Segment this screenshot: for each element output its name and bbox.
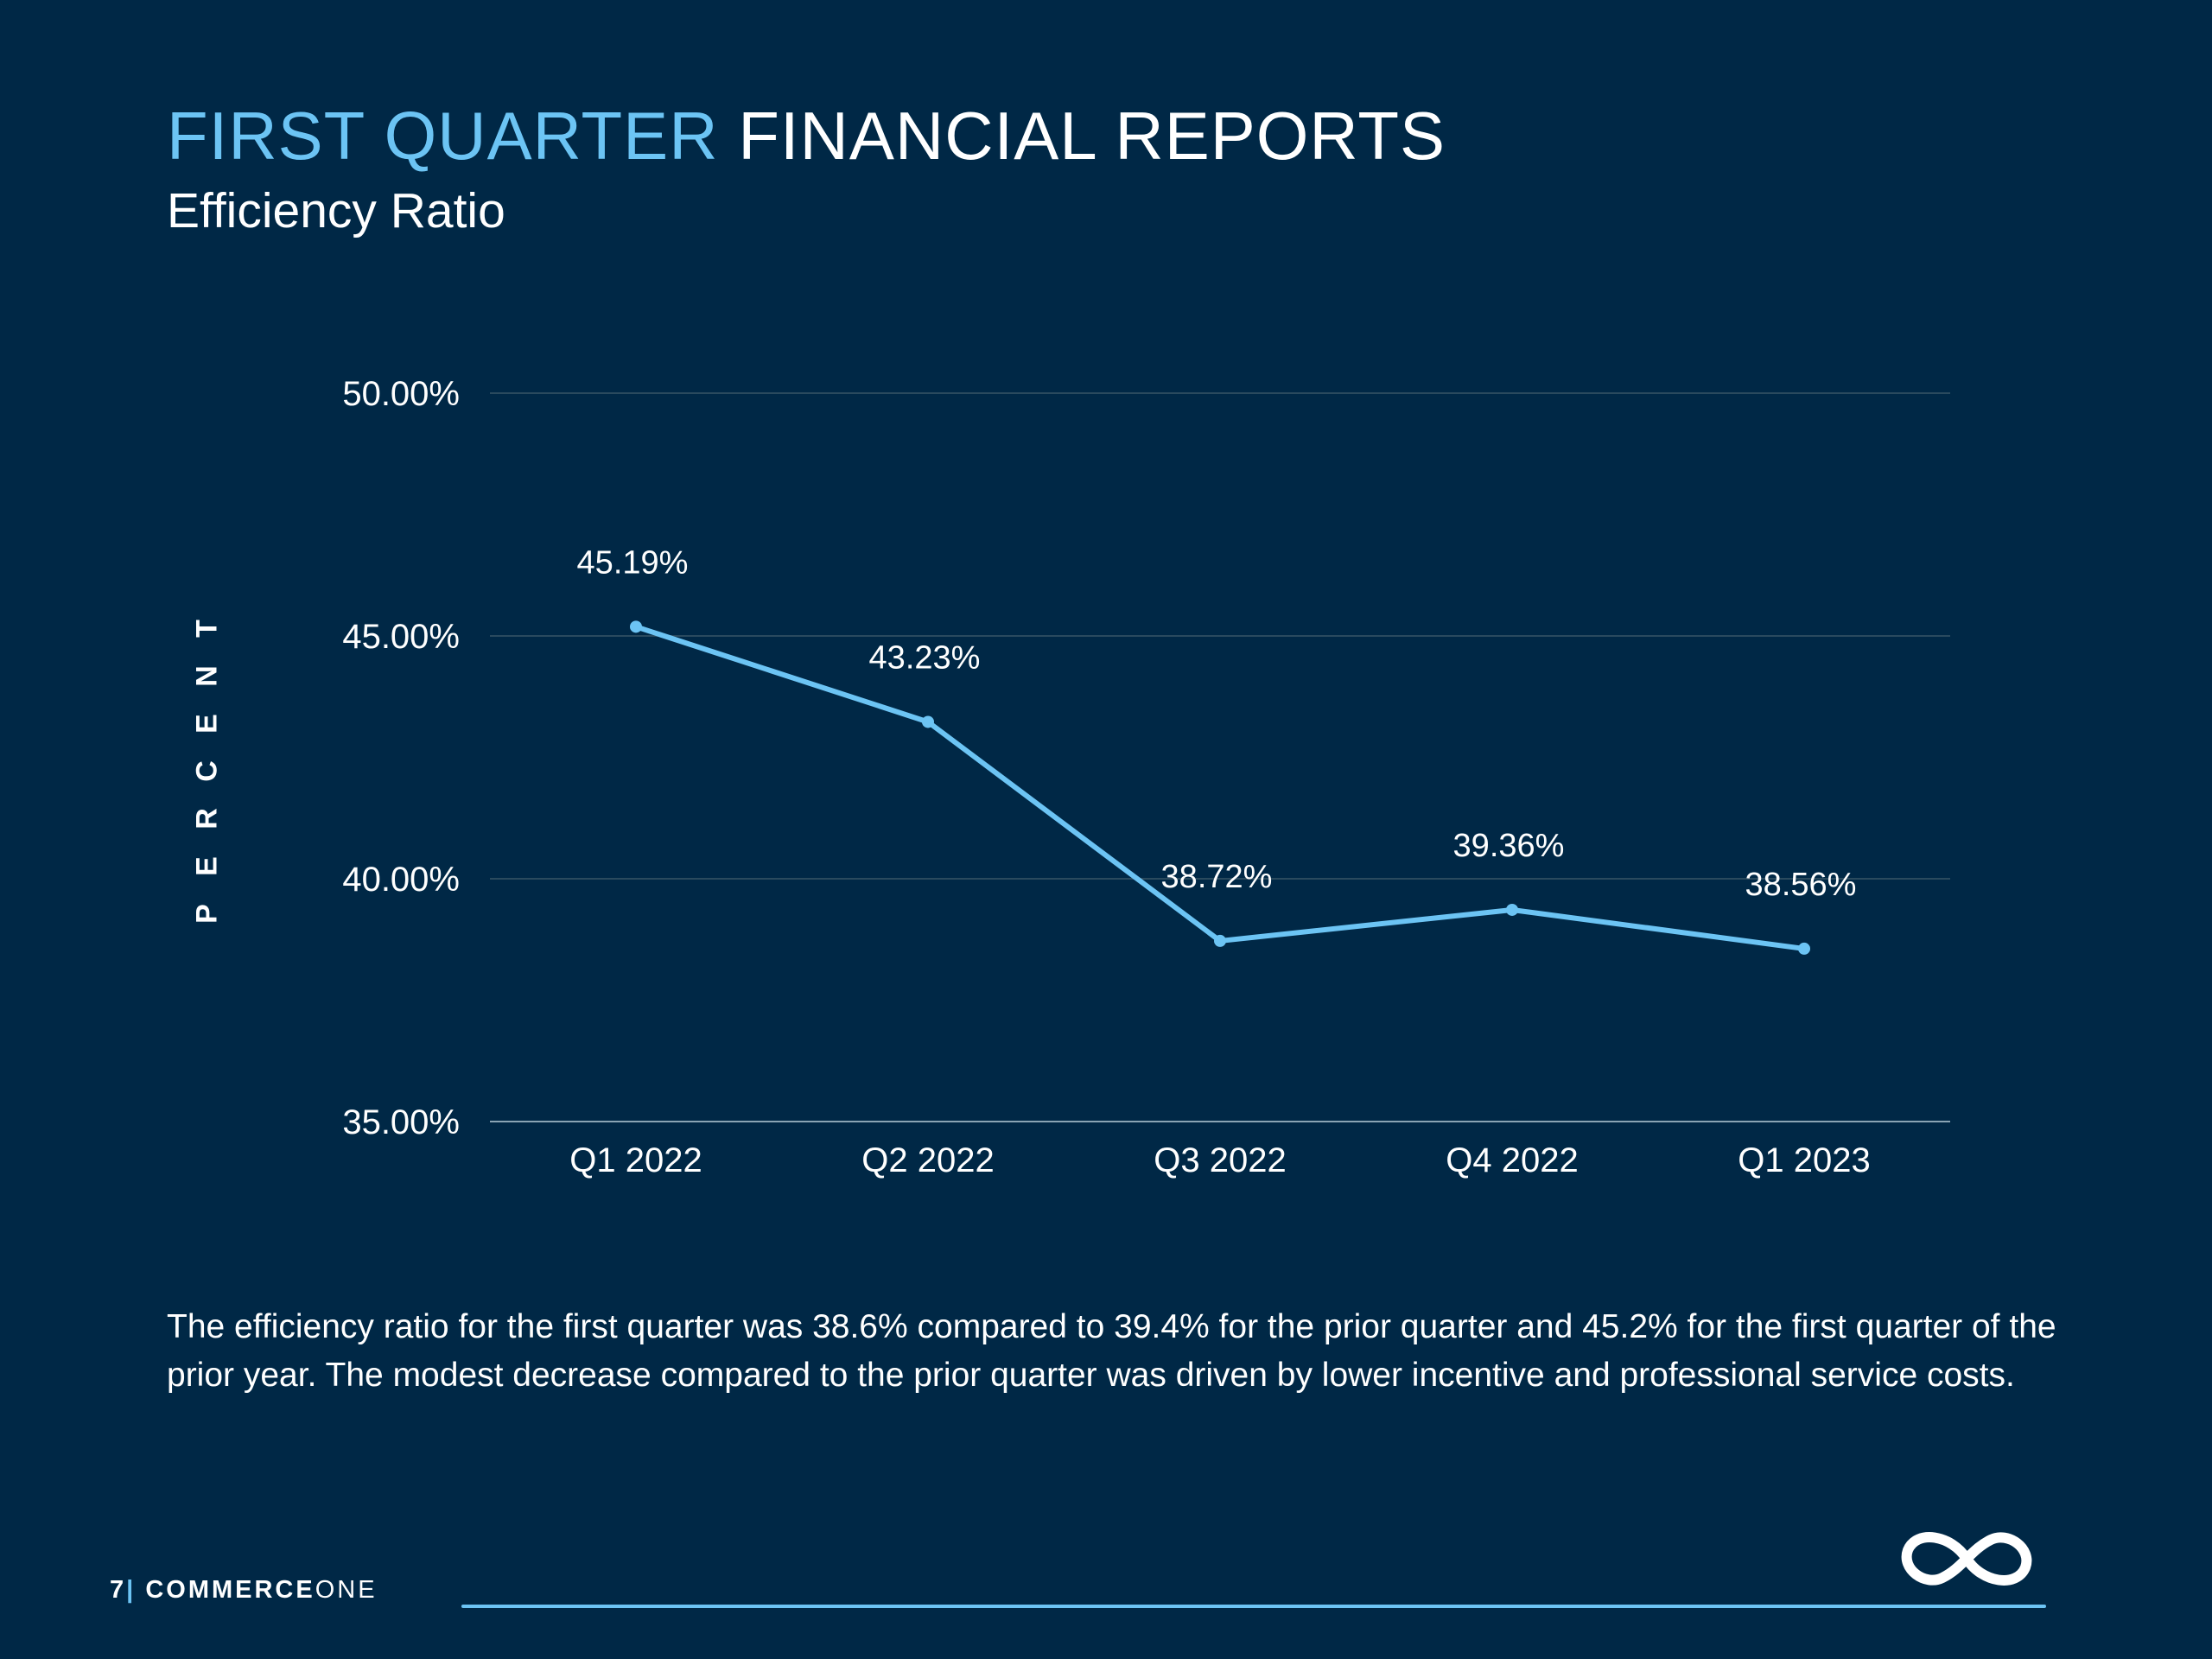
data-label: 39.36% [1453,828,1565,864]
x-tick-label: Q2 2022 [861,1141,994,1179]
y-tick-label: 40.00% [342,861,460,899]
brand-light: ONE [315,1576,378,1604]
series-line [633,624,1807,951]
data-label: 38.72% [1161,859,1273,895]
infinity-icon [1901,1532,2032,1586]
page-title: FIRST QUARTER FINANCIAL REPORTS [167,102,1446,169]
title-accent: FIRST QUARTER [167,98,719,174]
page-subtitle: Efficiency Ratio [167,183,505,238]
y-tick-label: 50.00% [342,375,460,413]
x-tick-label: Q1 2023 [1738,1141,1870,1179]
x-tick-label: Q3 2022 [1154,1141,1286,1179]
data-point [1214,934,1226,947]
data-label: 38.56% [1745,867,1857,903]
footer-rule [461,1605,2046,1608]
footer-brand: 7| COMMERCEONE [110,1576,378,1605]
data-point [1506,903,1518,916]
title-rest: FINANCIAL REPORTS [738,98,1446,174]
chart-caption: The efficiency ratio for the first quart… [167,1308,2056,1394]
x-tick-label: Q1 2022 [569,1141,702,1179]
data-point [630,620,642,633]
y-tick-label: 35.00% [342,1103,460,1141]
data-label: 45.19% [577,544,689,581]
data-point [1798,942,1810,955]
brand-bold: COMMERCE [145,1576,315,1604]
page-number: 7 [110,1576,127,1604]
y-tick-label: 45.00% [342,618,460,656]
footer-separator: | [126,1576,137,1604]
data-point [922,715,934,728]
x-tick-label: Q4 2022 [1446,1141,1578,1179]
data-label: 43.23% [869,639,981,676]
